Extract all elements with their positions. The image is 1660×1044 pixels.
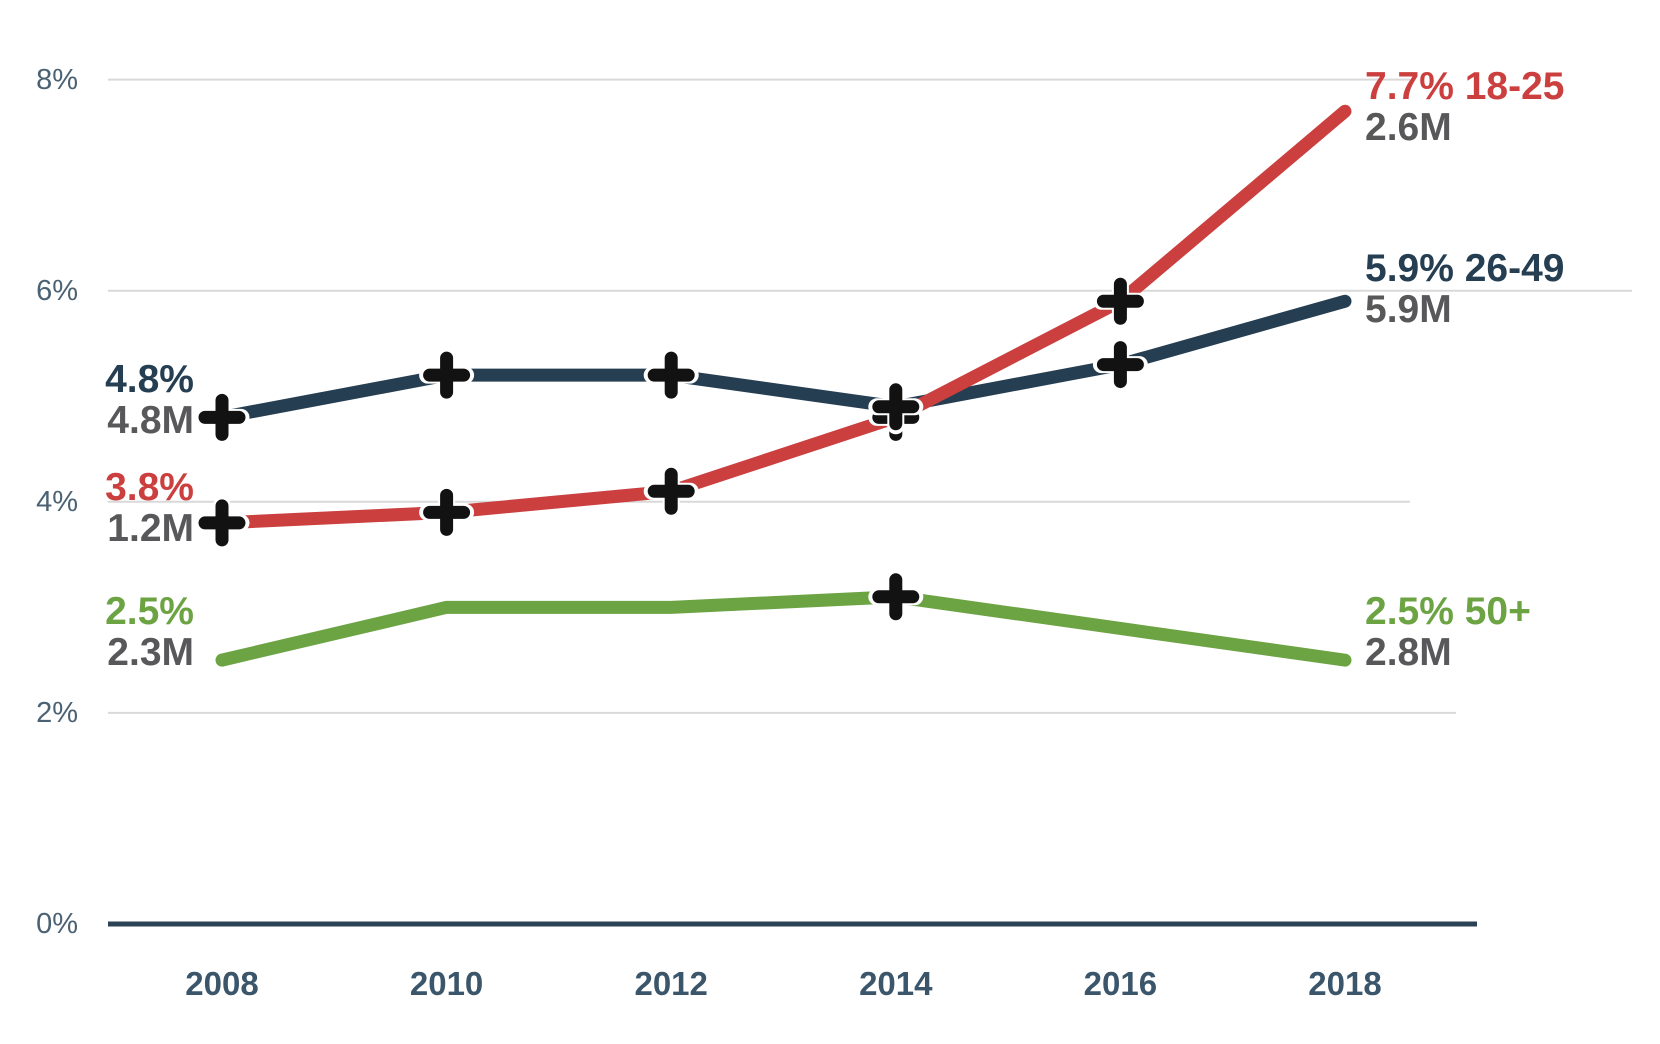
plus-marker-18-25-2012: [647, 467, 695, 515]
plus-marker-50+-2014: [872, 573, 920, 621]
plus-marker-26-49-2014: [872, 383, 920, 431]
series-line-50+: [215, 590, 1352, 667]
plus-marker-26-49-2016: [1096, 341, 1144, 389]
plus-marker-26-49-2010: [423, 351, 471, 399]
series-line-18-25: [215, 104, 1352, 530]
plus-marker-18-25-2010: [423, 488, 471, 536]
plus-marker-26-49-2012: [647, 351, 695, 399]
plus-marker-18-25-2016: [1096, 277, 1144, 325]
plus-marker-18-25-2008: [198, 499, 246, 547]
plus-marker-26-49-2008: [198, 393, 246, 441]
series-line-26-49: [215, 294, 1352, 424]
